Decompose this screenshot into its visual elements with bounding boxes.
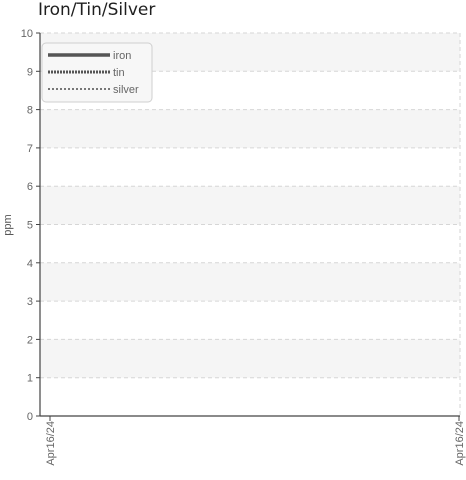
y-tick-label: 0 [27, 411, 33, 423]
grid-lines [40, 32, 461, 416]
legend-label-tin: tin [113, 67, 125, 79]
y-tick-label: 9 [27, 66, 33, 78]
legend-label-iron: iron [113, 50, 131, 62]
y-tick-label: 5 [27, 220, 33, 232]
y-tick-label: 4 [27, 258, 33, 270]
plot-bands [40, 33, 460, 378]
y-axis-label: ppm [2, 214, 14, 235]
y-tick-label: 1 [27, 373, 33, 385]
y-tick-label: 10 [21, 28, 33, 40]
legend-label-silver: silver [113, 84, 139, 96]
y-tick-label: 2 [27, 334, 33, 346]
plot-band [40, 262, 460, 302]
plot-band [40, 186, 460, 225]
y-tick-label: 8 [27, 105, 33, 117]
plot-band [40, 339, 460, 378]
y-ticks: 0 1 2 3 4 5 6 7 8 9 10 [21, 28, 40, 423]
legend: iron tin silver [41, 42, 153, 103]
y-tick-label: 6 [27, 181, 33, 193]
y-tick-label: 3 [27, 296, 33, 308]
x-tick-label: Apr16/24 [454, 421, 466, 466]
plot-band [40, 109, 460, 148]
chart-title: Iron/Tin/Silver [38, 0, 156, 20]
y-tick-label: 7 [27, 143, 33, 155]
x-tick-label: Apr16/24 [45, 421, 57, 466]
x-ticks: Apr16/24 Apr16/24 [45, 416, 466, 466]
